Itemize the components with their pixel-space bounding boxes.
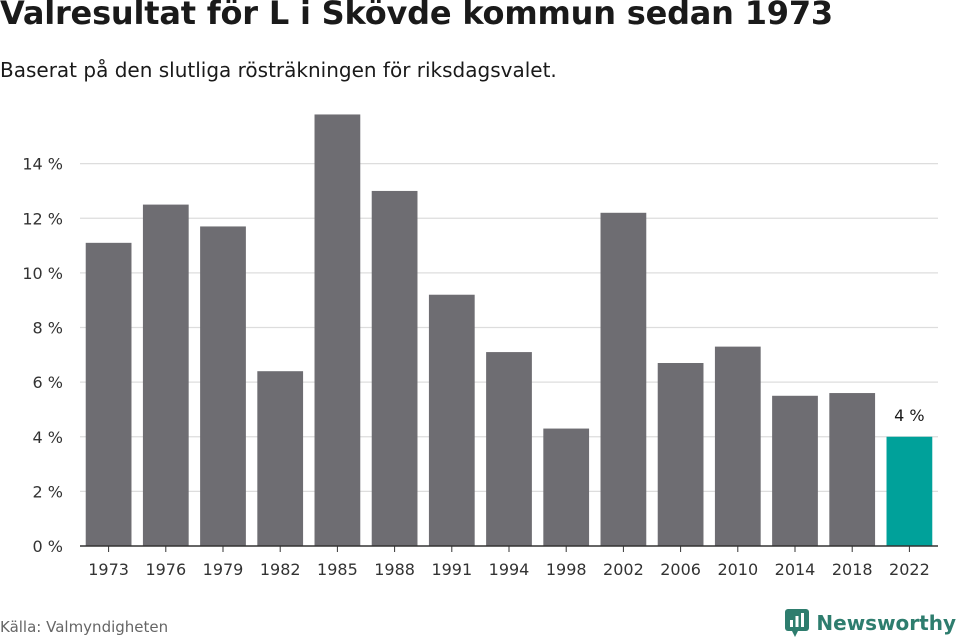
x-tick-label: 2002 [603, 560, 644, 579]
brand-logo: Newsworthy [784, 608, 956, 638]
brand-name: Newsworthy [816, 611, 956, 635]
chart-title: Valresultat för L i Skövde kommun sedan … [0, 0, 833, 32]
bar-1982 [257, 371, 304, 546]
data-label-2022: 4 % [894, 406, 924, 425]
bar-1991 [428, 294, 475, 546]
x-tick-label: 2022 [889, 560, 930, 579]
bar-2002 [600, 212, 647, 546]
bar-2010 [714, 346, 761, 546]
newsworthy-logo-icon [785, 609, 810, 637]
y-tick-label: 4 % [33, 428, 63, 447]
x-tick-label: 1994 [489, 560, 530, 579]
y-tick-label: 0 % [33, 537, 63, 556]
bar-1973 [85, 242, 132, 547]
bar-2014 [772, 395, 818, 546]
bar-1976 [142, 204, 189, 546]
x-tick-label: 1985 [317, 560, 358, 579]
bar-1994 [486, 352, 532, 546]
x-tick-label: 2006 [660, 560, 701, 579]
x-axis-ticks: 1973 1976 1979 1982 1985 1988 1991 1994 1998 2002… [88, 546, 930, 579]
x-tick-label: 2014 [775, 560, 816, 579]
bar-2018 [829, 393, 876, 546]
x-tick-label: 1988 [374, 560, 415, 579]
x-tick-label: 1982 [260, 560, 301, 579]
source-note: Källa: Valmyndigheten [0, 618, 169, 636]
x-tick-label: 2010 [717, 560, 758, 579]
y-axis-ticks: 0 % 2 % 4 % 6 % 8 % 10 % 12 % 14 % [22, 155, 63, 556]
bar-1979 [200, 226, 246, 546]
x-tick-label: 1976 [145, 560, 186, 579]
x-tick-label: 2018 [832, 560, 873, 579]
y-tick-label: 6 % [33, 373, 63, 392]
bar-1985 [314, 114, 361, 547]
y-tick-label: 12 % [22, 209, 63, 228]
bar-2022 [886, 436, 933, 546]
y-tick-label: 8 % [33, 319, 63, 338]
x-tick-label: 1991 [431, 560, 472, 579]
y-tick-label: 10 % [22, 264, 63, 283]
bar-1988 [371, 190, 418, 546]
bar-2006 [657, 363, 704, 546]
y-tick-label: 2 % [33, 482, 63, 501]
chart-subtitle: Baserat på den slutliga rösträkningen fö… [0, 58, 557, 82]
bars [85, 114, 933, 547]
x-tick-label: 1979 [203, 560, 244, 579]
x-tick-label: 1998 [546, 560, 587, 579]
y-tick-label: 14 % [22, 155, 63, 174]
x-tick-label: 1973 [88, 560, 129, 579]
bar-1998 [543, 428, 590, 546]
